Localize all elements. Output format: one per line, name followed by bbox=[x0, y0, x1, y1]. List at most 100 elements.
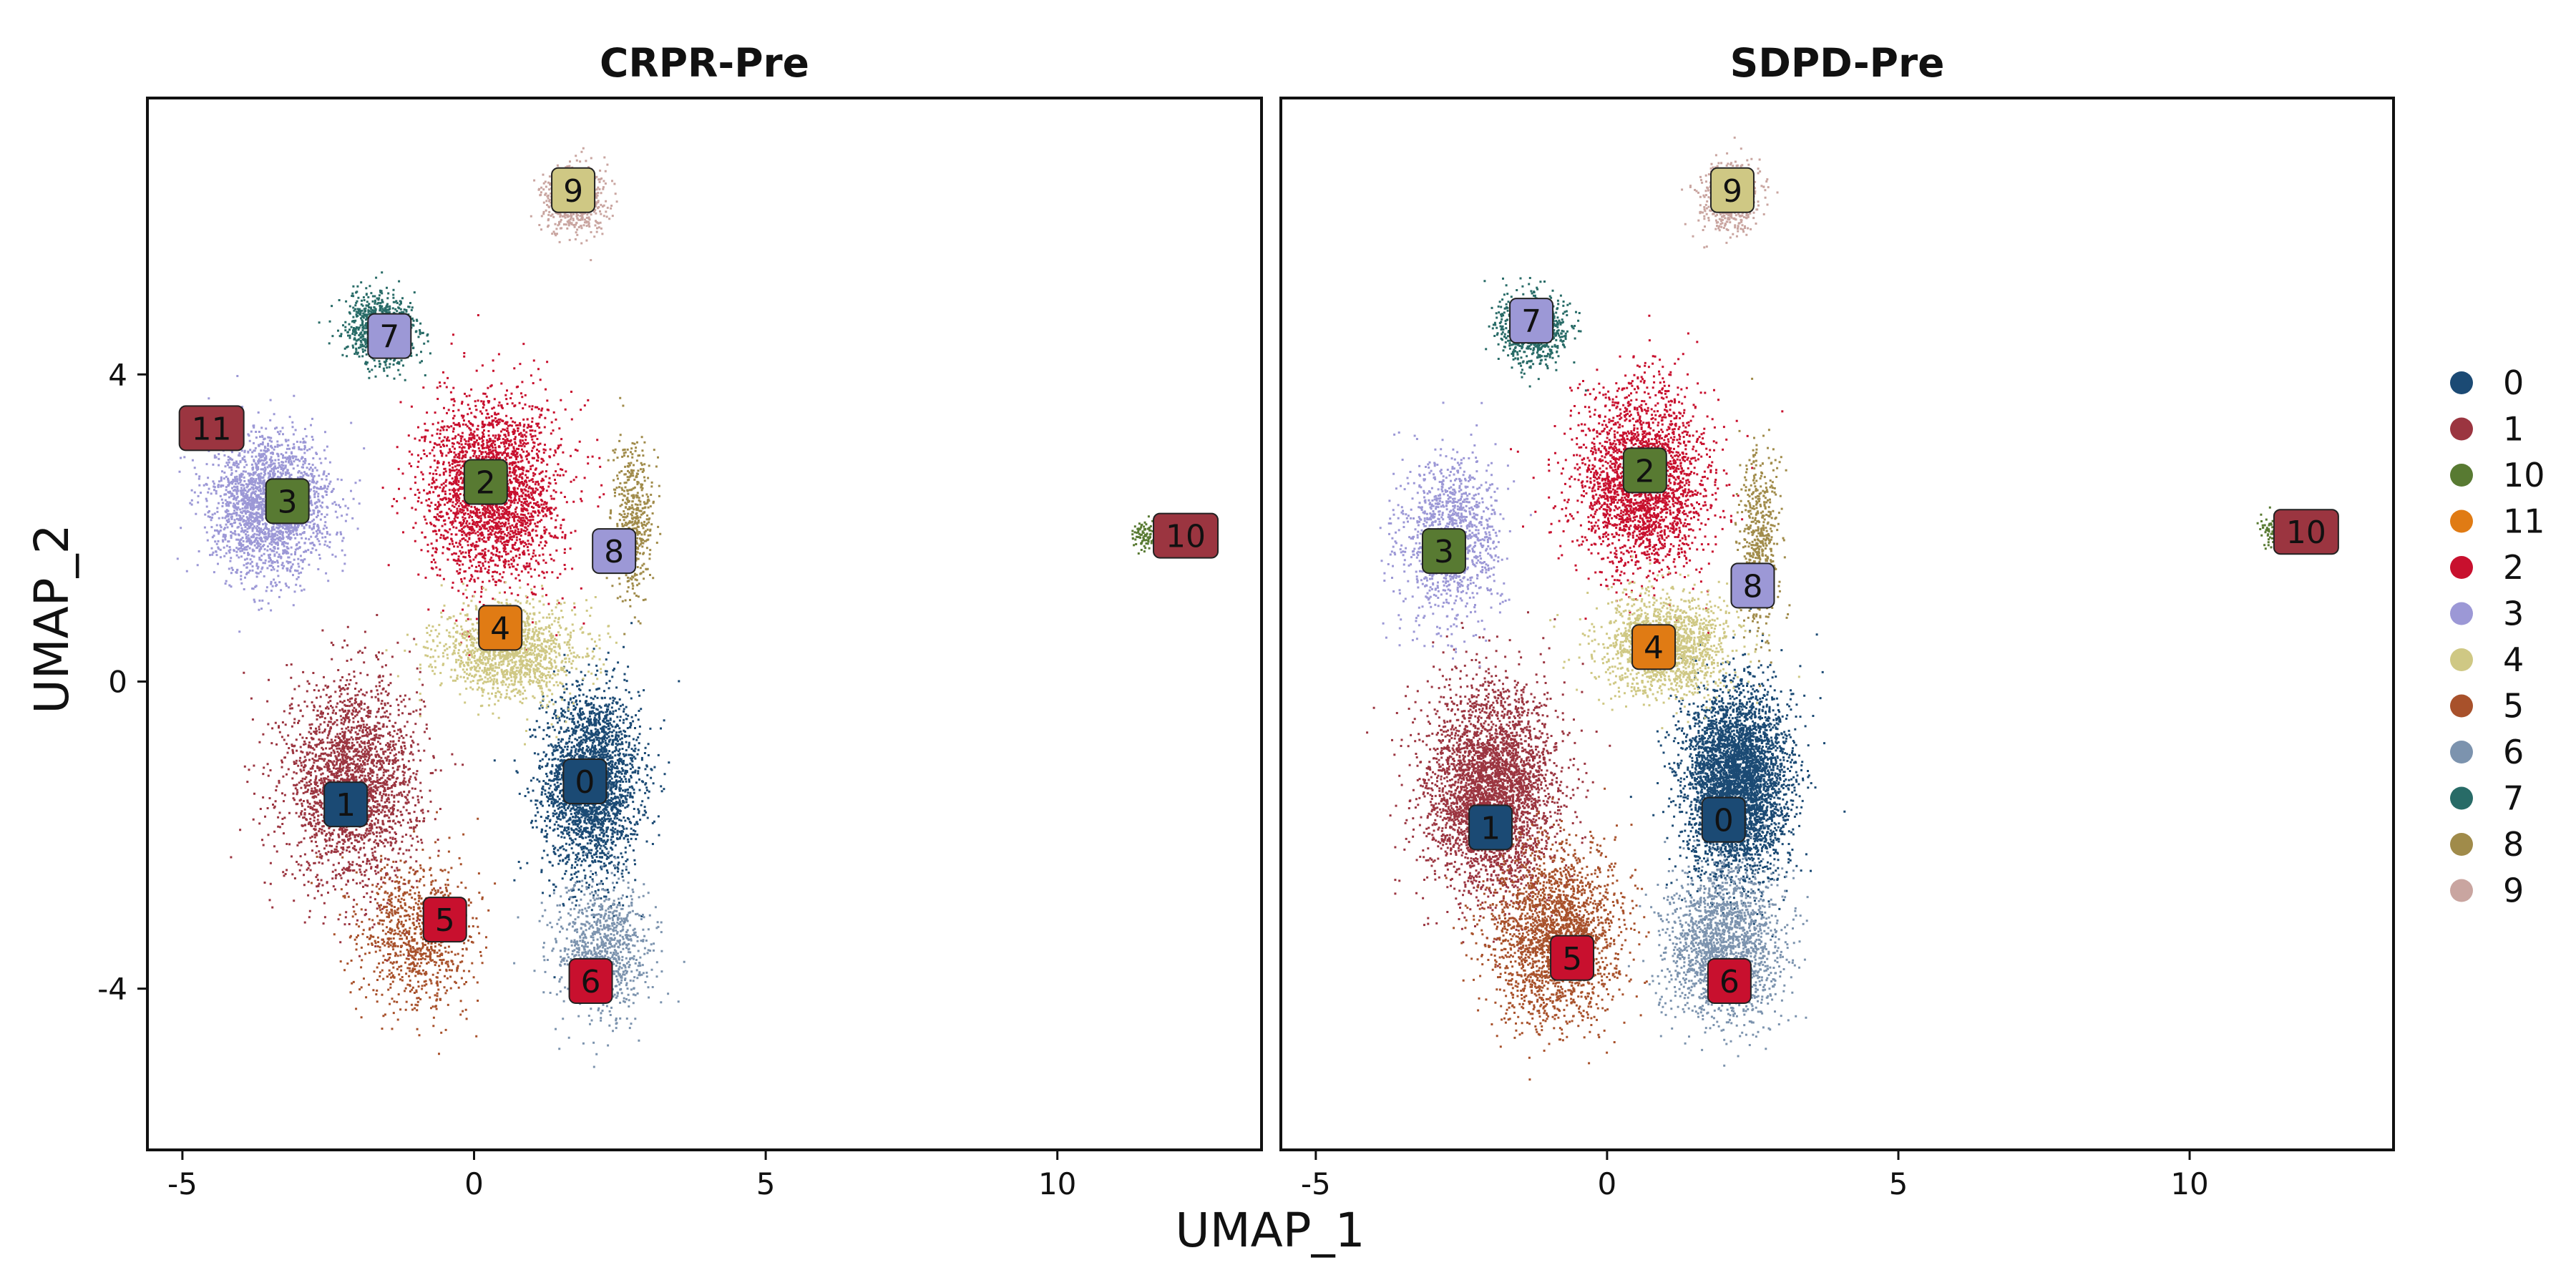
cluster-label-box bbox=[1730, 562, 1775, 609]
panel-crpr-pre: CRPR-Pre -5 0 5 10 -4 0 4 0 1 2 3 4 5 6 7 8 9 10 11 bbox=[97, 40, 1263, 1201]
x-axis-ticks: -5 0 5 10 bbox=[1301, 1150, 2209, 1201]
cluster-label-box bbox=[1468, 804, 1513, 851]
legend-item-0: 0 bbox=[2450, 364, 2524, 402]
cluster-label-box bbox=[1421, 528, 1466, 575]
cluster-points-1 bbox=[1366, 611, 1611, 967]
legend-label: 8 bbox=[2503, 825, 2524, 864]
cluster-label-text: 8 bbox=[604, 534, 624, 570]
y-tick-label: 0 bbox=[108, 664, 127, 699]
x-tick-label: -5 bbox=[167, 1166, 197, 1201]
cluster-label-text: 10 bbox=[2286, 514, 2326, 551]
cluster-label-text: 0 bbox=[575, 764, 595, 801]
legend-swatch bbox=[2450, 741, 2473, 763]
cluster-labels: 0 1 2 3 4 5 6 7 8 9 10 11 bbox=[178, 167, 1219, 1004]
cluster-6-markers bbox=[1627, 824, 1809, 1067]
cluster-label-box bbox=[2273, 509, 2339, 555]
cluster-points-0 bbox=[1629, 608, 1846, 947]
cluster-label-3: 3 bbox=[1421, 528, 1466, 575]
cluster-label-box bbox=[323, 781, 369, 828]
cluster-label-box bbox=[367, 313, 412, 359]
y-axis-ticks: -4 0 4 bbox=[97, 357, 147, 1007]
legend-swatch bbox=[2450, 556, 2473, 579]
legend-label: 7 bbox=[2503, 779, 2524, 818]
cluster-label-9: 9 bbox=[551, 167, 596, 213]
legend-label: 11 bbox=[2503, 502, 2545, 541]
cluster-label-3: 3 bbox=[265, 478, 310, 525]
legend-swatch bbox=[2450, 786, 2473, 810]
legend-swatch bbox=[2450, 371, 2473, 394]
cluster-label-text: 1 bbox=[336, 787, 356, 824]
cluster-labels: 0 1 2 3 4 5 6 7 8 9 10 bbox=[1421, 167, 2339, 1004]
cluster-label-1: 1 bbox=[323, 781, 369, 828]
cluster-label-box bbox=[1153, 512, 1219, 559]
x-tick-label: 0 bbox=[1598, 1166, 1617, 1201]
cluster-label-2: 2 bbox=[463, 459, 508, 505]
cluster-label-box bbox=[1709, 167, 1755, 213]
cluster-label-text: 7 bbox=[379, 319, 399, 356]
legend-item-8: 8 bbox=[2450, 825, 2524, 864]
x-axis-ticks: -5 0 5 10 bbox=[167, 1150, 1076, 1201]
legend-swatch bbox=[2450, 694, 2473, 718]
plot-frame bbox=[146, 97, 1263, 1151]
cluster-4-markers bbox=[1549, 555, 1800, 730]
cluster-label-text: 9 bbox=[1722, 173, 1742, 210]
x-tick-label: -5 bbox=[1301, 1166, 1331, 1201]
cluster-label-5: 5 bbox=[1550, 935, 1595, 981]
cluster-label-text: 6 bbox=[1719, 964, 1740, 1000]
cluster-label-4: 4 bbox=[1631, 624, 1677, 670]
cluster-points-4 bbox=[1549, 555, 1800, 730]
cluster-label-box bbox=[568, 957, 613, 1004]
cluster-label-text: 7 bbox=[1521, 303, 1541, 340]
cluster-label-box bbox=[562, 758, 608, 804]
cluster-label-5: 5 bbox=[422, 897, 467, 943]
legend-item-4: 4 bbox=[2450, 640, 2524, 679]
cluster-label-text: 0 bbox=[1714, 803, 1734, 839]
cluster-label-6: 6 bbox=[568, 957, 613, 1004]
cluster-label-box bbox=[265, 478, 310, 525]
cluster-label-7: 7 bbox=[367, 313, 412, 359]
legend: 0 1 10 11 2 3 4 5 6 7 8 9 bbox=[2450, 364, 2545, 910]
legend-label: 9 bbox=[2503, 872, 2524, 910]
cluster-label-10: 10 bbox=[2273, 509, 2339, 555]
legend-item-7: 7 bbox=[2450, 779, 2524, 818]
cluster-label-box bbox=[1631, 624, 1677, 670]
cluster-label-text: 2 bbox=[476, 464, 496, 501]
x-tick-label: 5 bbox=[756, 1166, 776, 1201]
cluster-label-6: 6 bbox=[1707, 957, 1752, 1004]
y-tick-label: -4 bbox=[97, 972, 127, 1007]
cluster-label-8: 8 bbox=[1730, 562, 1775, 609]
cluster-label-box bbox=[178, 405, 245, 452]
scatter-points bbox=[176, 147, 1163, 1068]
cluster-points-8 bbox=[605, 396, 662, 635]
cluster-label-box bbox=[1707, 957, 1752, 1004]
cluster-label-box bbox=[1509, 298, 1554, 344]
cluster-label-text: 9 bbox=[563, 173, 583, 210]
cluster-points-5 bbox=[311, 811, 497, 1055]
legend-item-3: 3 bbox=[2450, 595, 2524, 633]
legend-item-9: 9 bbox=[2450, 872, 2524, 910]
cluster-label-text: 3 bbox=[278, 484, 298, 520]
legend-label: 4 bbox=[2503, 640, 2524, 679]
legend-swatch bbox=[2450, 648, 2473, 671]
cluster-label-box bbox=[1701, 796, 1746, 843]
cluster-label-2: 2 bbox=[1622, 447, 1667, 494]
cluster-points-6 bbox=[1627, 824, 1809, 1067]
legend-swatch bbox=[2450, 833, 2473, 856]
x-tick-label: 10 bbox=[2170, 1166, 2208, 1201]
cluster-label-7: 7 bbox=[1509, 298, 1554, 344]
cluster-5-markers bbox=[311, 811, 497, 1055]
legend-swatch bbox=[2450, 879, 2473, 902]
scatter-points bbox=[1366, 136, 2294, 1081]
cluster-0-markers bbox=[1629, 608, 1846, 947]
cluster-label-0: 0 bbox=[1701, 796, 1746, 843]
legend-label: 0 bbox=[2503, 364, 2524, 402]
cluster-label-box bbox=[1622, 447, 1667, 494]
cluster-8-markers bbox=[605, 396, 662, 635]
cluster-label-text: 10 bbox=[1166, 519, 1206, 555]
legend-label: 2 bbox=[2503, 548, 2524, 587]
cluster-label-0: 0 bbox=[562, 758, 608, 804]
cluster-label-box bbox=[1550, 935, 1595, 981]
legend-label: 10 bbox=[2503, 456, 2545, 494]
legend-item-6: 6 bbox=[2450, 733, 2524, 771]
cluster-points-8 bbox=[1734, 377, 1791, 688]
